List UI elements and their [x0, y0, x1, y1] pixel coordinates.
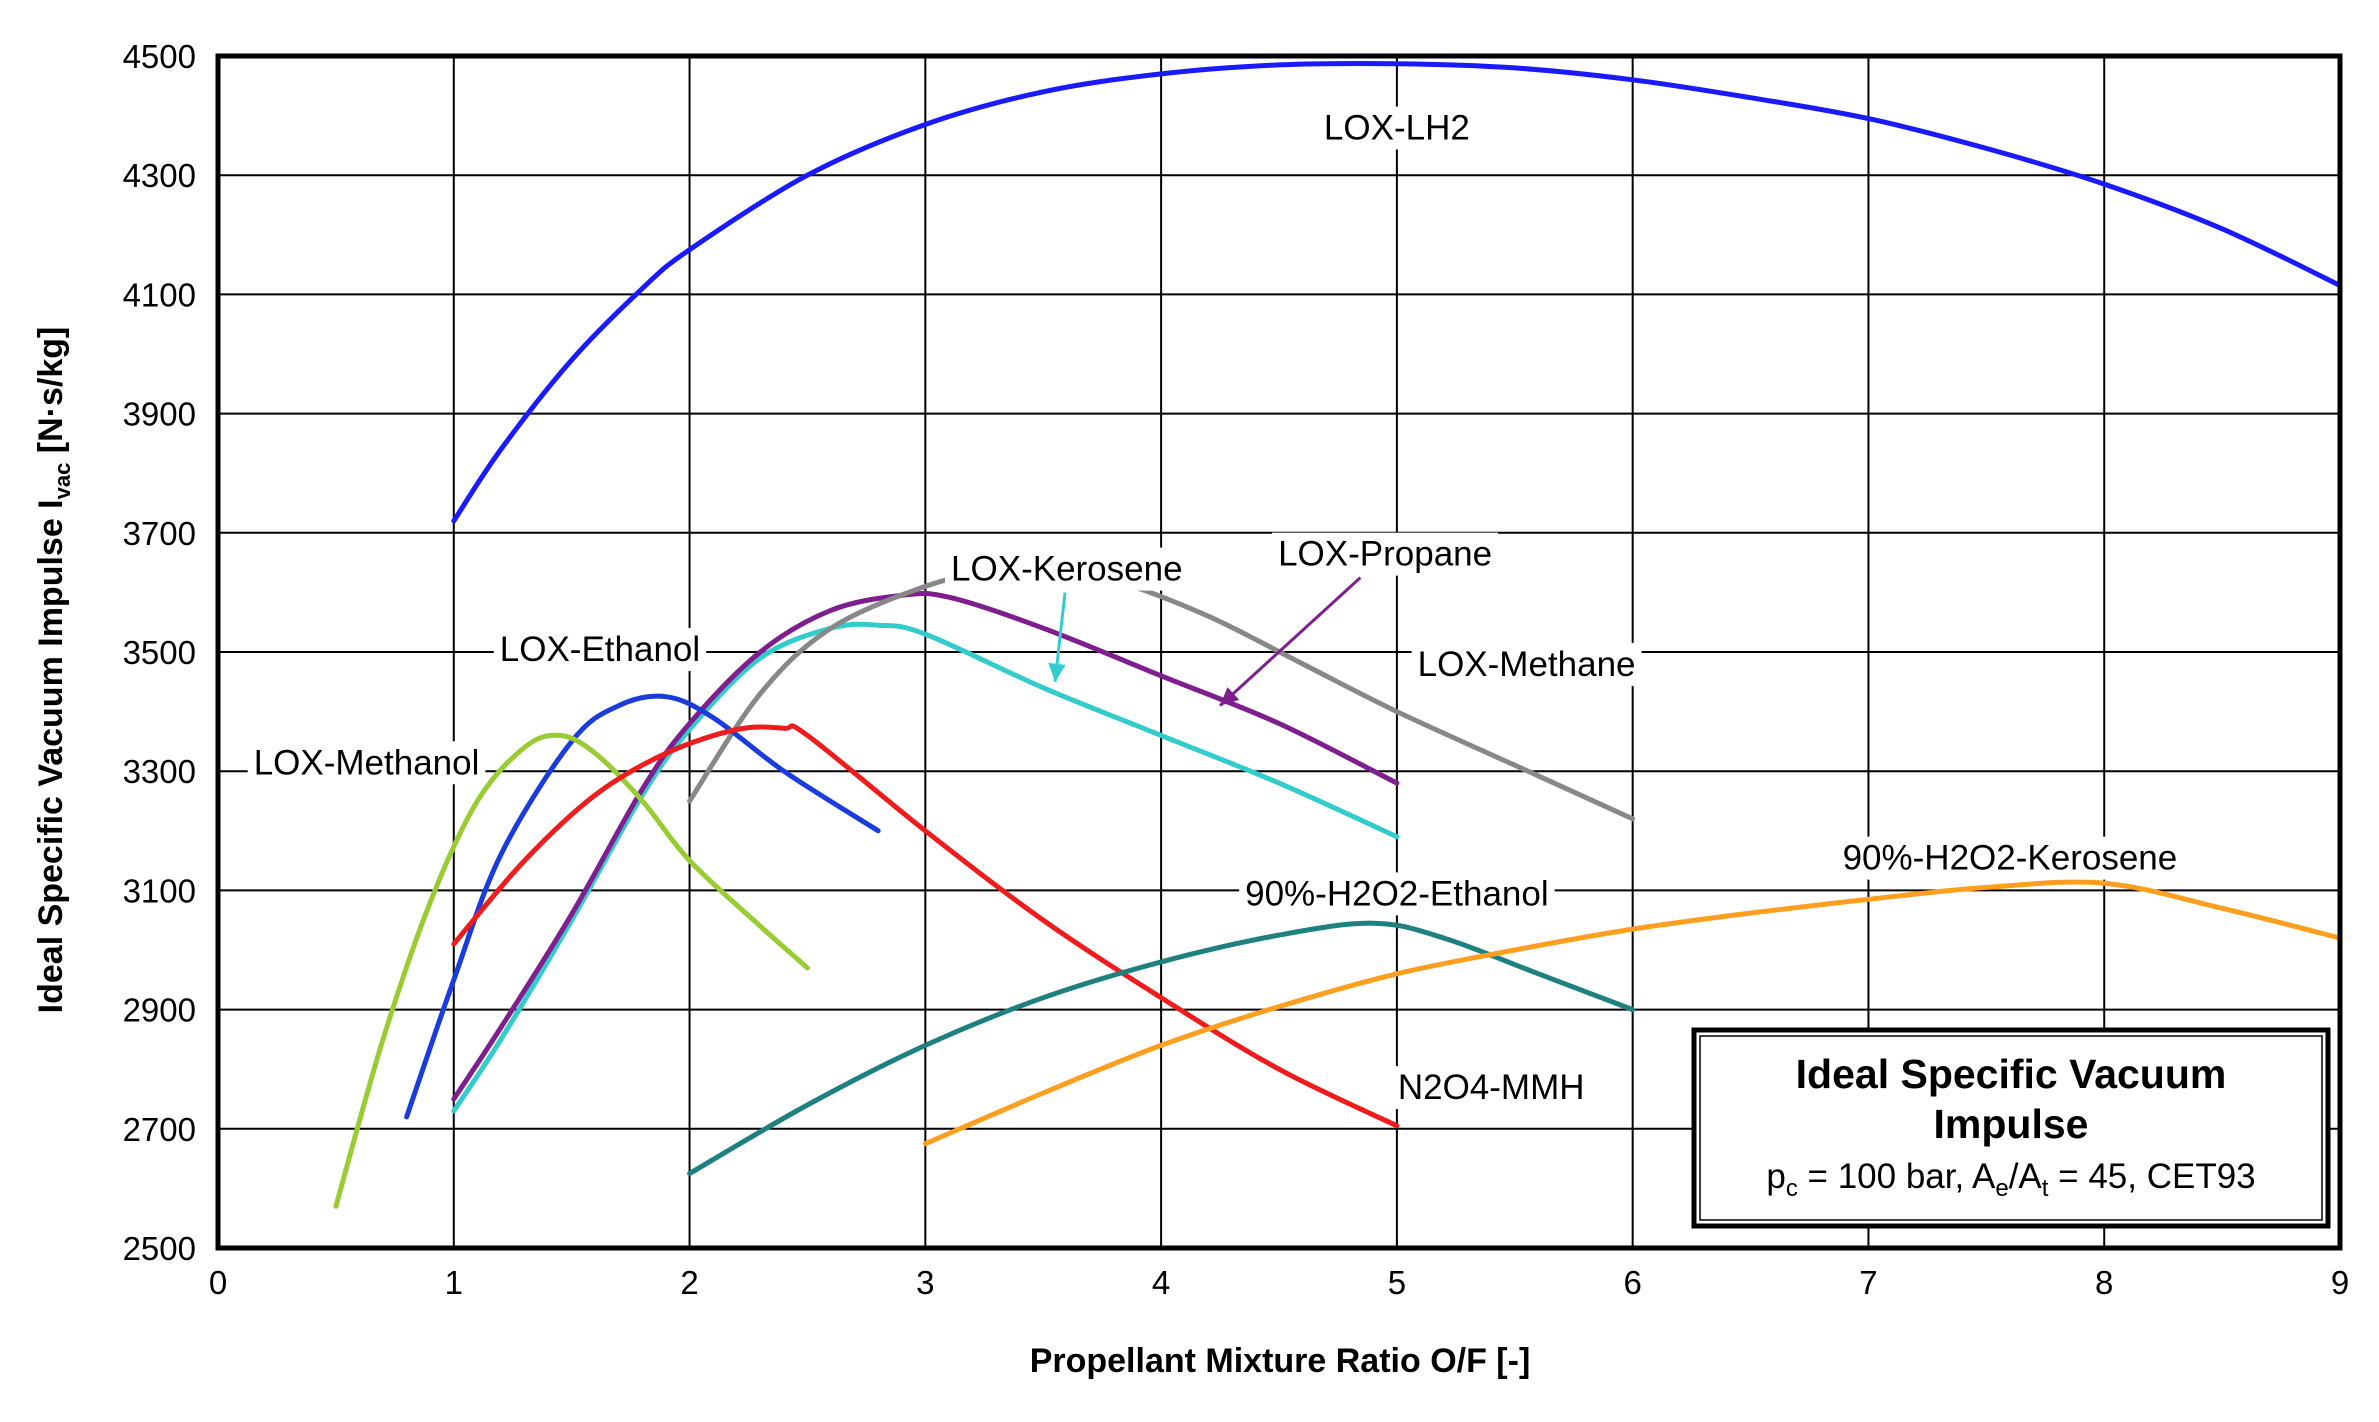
series-label-bg [1239, 872, 1555, 916]
x-tick-label: 9 [2331, 1264, 2349, 1301]
y-tick-label: 4300 [123, 157, 196, 194]
info-box: Ideal Specific Vacuum Impulse pc = 100 b… [1691, 1027, 2331, 1229]
y-axis-title-unit: [N·s/kg] [32, 327, 70, 454]
svg-text:Ideal Specific Vacuum Impulse: Ideal Specific Vacuum Impulse Ivac [N·s/… [32, 327, 75, 1014]
y-tick-label: 2700 [123, 1111, 196, 1148]
series-label-bg [493, 628, 707, 672]
x-tick-label: 1 [445, 1264, 463, 1301]
series-label-lox-kerosene: LOX-Kerosene [951, 550, 1183, 589]
y-tick-label: 2500 [123, 1230, 196, 1267]
y-tick-label: 3500 [123, 634, 196, 671]
y-tick-label: 3900 [123, 396, 196, 433]
info-box-title-line2: Impulse [1934, 1101, 2089, 1147]
series-line-lox-lh2 [451, 60, 2343, 524]
annotation-arrowhead-lox-propane [1220, 687, 1240, 706]
series-label-lox-lh2: LOX-LH2 [1324, 109, 1470, 148]
tick-labels: 0 1 2 3 4 5 6 7 8 9 2500 2700 2900 3100 3300 3500 3700 39… [123, 38, 2350, 1301]
y-axis-title: Ideal Specific Vacuum Impulse Ivac [N·s/… [32, 327, 75, 1014]
series-label-lox-propane: LOX-Propane [1278, 535, 1492, 574]
plot-frame [215, 53, 2343, 1251]
info-box-pc-symbol: p [1766, 1157, 1785, 1196]
x-tick-label: 8 [2095, 1264, 2113, 1301]
series-label-90pct-h2o2-ethanol: 90%-H2O2-Ethanol [1245, 874, 1549, 913]
series-label-lox-methanol: LOX-Methanol [254, 743, 480, 782]
series-label-bg [1836, 836, 2184, 880]
series-line-90pct-h2o2-kerosene [922, 879, 2343, 1147]
y-axis-title-subscript: vac [50, 463, 75, 500]
y-axis-title-spacer [32, 453, 70, 462]
series-label-bg [1272, 532, 1499, 576]
series-label-bg [1317, 106, 1476, 150]
series-label-lox-methane: LOX-Methane [1418, 645, 1636, 684]
x-tick-label: 5 [1388, 1264, 1406, 1301]
info-box-at-subscript: t [2042, 1175, 2049, 1202]
y-tick-label: 4100 [123, 276, 196, 313]
y-tick-label: 3700 [123, 515, 196, 552]
annotation-arrowhead-lox-kerosene [1048, 662, 1066, 682]
x-tick-label: 7 [1859, 1264, 1877, 1301]
x-tick-label: 2 [680, 1264, 698, 1301]
series-label-bg [1411, 642, 1642, 686]
annotation-arrow-lox-propane [1219, 576, 1362, 707]
info-box-rest: = 45, CET93 [2048, 1157, 2255, 1196]
series-label-bg [247, 741, 486, 785]
info-box-ae-subscript: e [1995, 1175, 2008, 1202]
info-box-slash: /A [2009, 1157, 2043, 1196]
series-line-n2o4-mmh [451, 723, 1400, 1129]
series-lines [333, 60, 2343, 1209]
info-box-conditions: pc = 100 bar, Ae/At = 45, CET93 [1766, 1157, 2255, 1202]
series-line-lox-methanol [333, 732, 810, 1209]
info-box-frame [1691, 1027, 2331, 1229]
x-tick-label: 4 [1152, 1264, 1170, 1301]
series-label-bg [1391, 1066, 1591, 1110]
y-tick-label: 3100 [123, 872, 196, 909]
series-label-n2o4-mmh: N2O4-MMH [1398, 1068, 1585, 1107]
series-label-bg [945, 547, 1189, 591]
series-line-lox-ethanol [404, 693, 881, 1120]
series-label-90pct-h2o2-kerosene: 90%-H2O2-Kerosene [1843, 839, 2178, 878]
series-line-lox-propane [451, 590, 1400, 1102]
info-box-pc-text: = 100 bar, A [1798, 1157, 1996, 1196]
info-box-inner-frame [1699, 1035, 2323, 1221]
x-tick-label: 6 [1623, 1264, 1641, 1301]
x-tick-label: 0 [209, 1264, 227, 1301]
series-annotations: LOX-LH2 LOX-Kerosene LOX-Propane LOX-Methan… [247, 106, 2184, 1110]
y-axis-title-main: Ideal Specific Vacuum Impulse I [32, 499, 70, 1013]
y-tick-label: 3300 [123, 753, 196, 790]
info-box-pc-subscript: c [1786, 1175, 1798, 1202]
y-tick-label: 2900 [123, 992, 196, 1029]
info-box-title-line1: Ideal Specific Vacuum [1796, 1051, 2227, 1097]
x-tick-label: 3 [916, 1264, 934, 1301]
x-axis-title: Propellant Mixture Ratio O/F [-] [1030, 1342, 1531, 1380]
series-label-lox-ethanol: LOX-Ethanol [500, 630, 700, 669]
y-tick-label: 4500 [123, 38, 196, 75]
